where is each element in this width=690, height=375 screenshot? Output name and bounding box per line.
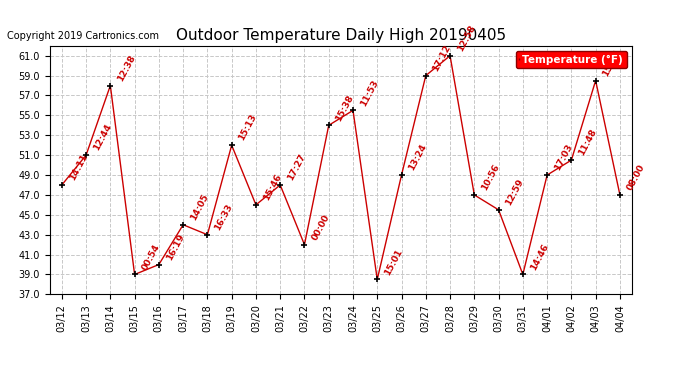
Text: 15:13: 15:13 [237, 113, 259, 142]
Text: 14:05: 14:05 [188, 192, 210, 222]
Text: 11:48: 11:48 [577, 128, 598, 158]
Text: 14:11: 14:11 [68, 153, 89, 182]
Text: 12:58: 12:58 [455, 23, 477, 53]
Text: 17:12: 17:12 [431, 43, 453, 73]
Text: 15:38: 15:38 [334, 93, 355, 123]
Text: 15:46: 15:46 [262, 172, 283, 202]
Text: 16:33: 16:33 [213, 202, 235, 232]
Text: 17:03: 17:03 [553, 143, 574, 172]
Text: 00:54: 00:54 [140, 242, 161, 272]
Text: 12:59: 12:59 [504, 177, 526, 207]
Legend: Temperature (°F): Temperature (°F) [515, 51, 627, 68]
Text: 12:38: 12:38 [116, 53, 137, 83]
Text: 00:00: 00:00 [310, 213, 331, 242]
Text: 08:00: 08:00 [625, 163, 647, 192]
Text: 13:24: 13:24 [407, 142, 428, 172]
Text: 10:56: 10:56 [480, 163, 501, 192]
Text: 12:44: 12:44 [92, 123, 113, 152]
Text: 15:16: 15:16 [601, 48, 622, 78]
Text: 11:53: 11:53 [359, 78, 380, 108]
Text: 17:27: 17:27 [286, 153, 307, 182]
Text: 16:19: 16:19 [164, 232, 186, 262]
Text: 14:46: 14:46 [529, 242, 550, 272]
Text: 15:01: 15:01 [383, 247, 404, 277]
Text: Copyright 2019 Cartronics.com: Copyright 2019 Cartronics.com [7, 32, 159, 41]
Title: Outdoor Temperature Daily High 20190405: Outdoor Temperature Daily High 20190405 [176, 28, 506, 43]
